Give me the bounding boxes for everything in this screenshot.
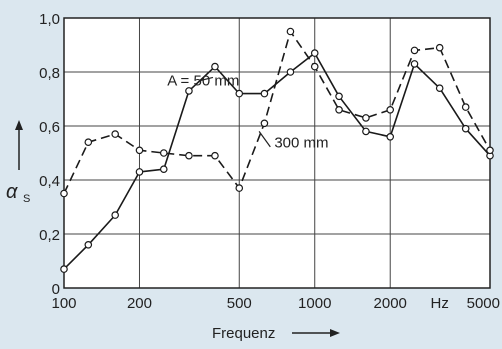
x-axis-label: Frequenz: [212, 325, 340, 342]
series-0-point: [386, 133, 395, 141]
y-tick-label: 0: [52, 281, 60, 298]
plot-area: [64, 18, 490, 288]
series-label-50mm: A = 50 mm: [167, 73, 239, 90]
series-1-point: [335, 106, 343, 114]
series-line-0: [63, 52, 491, 270]
series-line-1: [63, 30, 491, 194]
series-1-point: [410, 46, 419, 55]
x-axis-arrow-head: [330, 329, 340, 337]
series-1-point: [362, 114, 370, 122]
x-tick-label: 500: [227, 295, 252, 312]
series-1-point: [84, 138, 93, 147]
x-tick-label: 1000: [298, 295, 331, 312]
series-1-point: [111, 130, 119, 138]
series-1-point: [135, 146, 144, 155]
series-0-point: [410, 60, 419, 68]
x-tick-label: 200: [127, 295, 152, 312]
series-layer: [60, 27, 494, 273]
series-0-point: [84, 241, 93, 249]
y-tick-label: 0,6: [39, 119, 60, 136]
series-0-point: [185, 87, 193, 95]
series-1-point: [60, 189, 68, 198]
series-0-point: [435, 84, 444, 93]
series-label-300mm-leader: [258, 131, 271, 148]
series-label-300mm: 300 mm: [274, 135, 328, 152]
y-tick-label: 0,8: [39, 65, 60, 82]
series-0-point: [60, 265, 68, 273]
y-tick-label: 0,4: [39, 173, 60, 190]
series-0-point: [211, 62, 219, 71]
x-tick-label: 100: [51, 295, 76, 312]
series-0-point: [159, 165, 168, 174]
series-0-point: [260, 89, 269, 98]
y-tick-label: 1,0: [39, 11, 60, 28]
series-1-point: [386, 106, 395, 114]
y-axis-subscript: S: [23, 193, 30, 205]
y-tick-label: 0,2: [39, 227, 60, 244]
y-axis-arrow-head: [15, 120, 23, 130]
series-1-point: [211, 151, 219, 160]
series-0-point: [362, 127, 370, 136]
series-0-point: [111, 211, 119, 219]
y-axis-symbol: α: [6, 181, 18, 203]
series-1-point: [260, 119, 269, 128]
series-1-point: [435, 43, 444, 52]
y-axis-label: α S: [6, 120, 30, 205]
series-0-point: [310, 49, 319, 57]
series-1-point: [235, 184, 244, 192]
series-0-point: [286, 68, 295, 76]
x-unit-label: Hz: [431, 295, 449, 312]
x-tick-label: 5000: [467, 295, 500, 312]
series-1-point: [286, 27, 295, 36]
series-1-point: [310, 62, 319, 71]
series-0-point: [335, 92, 343, 101]
tick-labels: 0 0,2 0,4 0,6 0,8 1,0 100 200 500 1000 2000 5000 Hz: [39, 11, 500, 312]
series-label-50mm-leader: [200, 76, 214, 82]
x-tick-label: 2000: [374, 295, 407, 312]
series-1-point: [461, 103, 470, 111]
series-0-point: [461, 124, 470, 133]
x-axis-title: Frequenz: [212, 325, 275, 342]
series-0-point: [235, 89, 244, 98]
series-1-point: [185, 151, 193, 160]
series-0-point: [135, 168, 144, 176]
series-1-point: [486, 146, 494, 155]
series-1-point: [159, 149, 168, 157]
